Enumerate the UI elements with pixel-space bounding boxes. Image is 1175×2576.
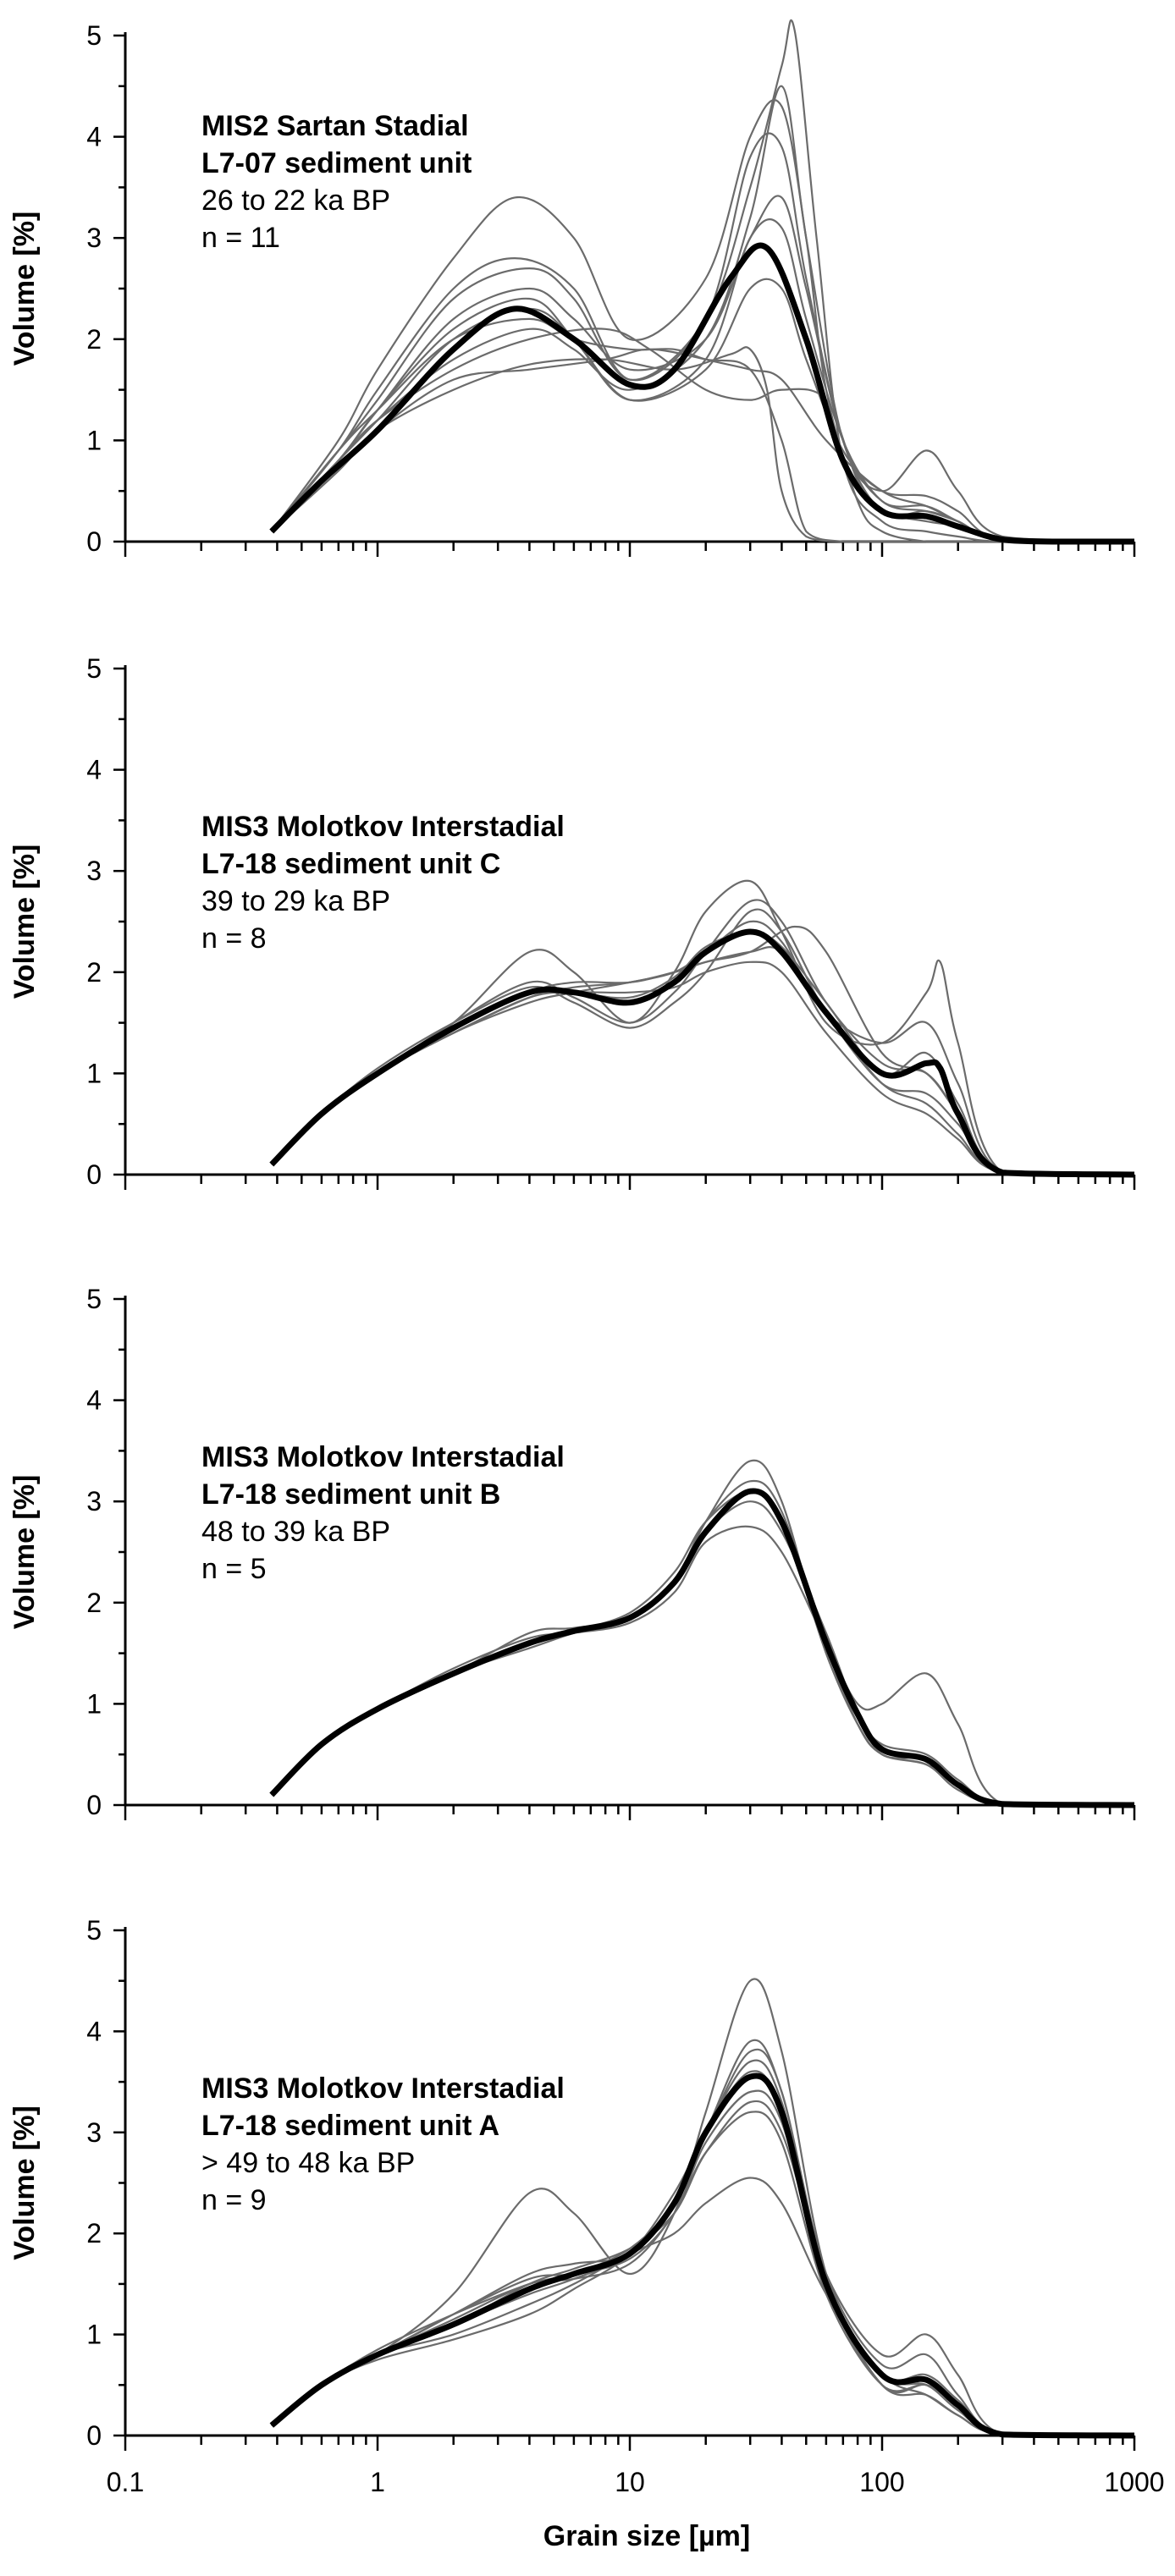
y-axis-label: Volume [%] [8, 212, 41, 366]
y-tick-label: 5 [86, 1284, 102, 1314]
sample-curve-3 [271, 1479, 1135, 1807]
x-tick-label: 1 [370, 2467, 385, 2497]
sample-curve-5 [271, 2048, 1135, 2437]
sample-curve-5 [271, 346, 1134, 543]
panel-title: MIS3 Molotkov Interstadial [201, 1441, 565, 1473]
mean-curve [269, 1488, 1135, 1808]
sample-curve-7 [271, 899, 1135, 1176]
panel-annotation: n = 9 [201, 2184, 267, 2216]
x-tick-label: 0.1 [107, 2467, 144, 2497]
panel-subtitle: L7-18 sediment unit A [201, 2110, 499, 2142]
y-tick-label: 2 [86, 2218, 102, 2248]
panel-title: MIS2 Sartan Stadial [201, 110, 469, 142]
panel-2: 0 1 2 3 4 5 Volume [%] MIS3 Molotkov Interstadi… [8, 653, 1136, 1190]
sample-curve-4 [271, 2177, 1135, 2437]
y-tick-label: 2 [86, 957, 102, 988]
y-tick-label: 5 [86, 1915, 102, 1946]
y-tick-label: 3 [86, 1486, 102, 1516]
y-tick-label: 0 [86, 2420, 102, 2451]
panel-annotation: 26 to 22 ka BP [201, 184, 390, 217]
y-tick-label: 4 [86, 755, 102, 785]
sample-curve-1 [271, 1459, 1135, 1807]
x-tick-label: 1000 [1104, 2467, 1164, 2497]
panel-title: MIS3 Molotkov Interstadial [201, 2072, 565, 2105]
y-tick-label: 1 [86, 2320, 102, 2350]
y-tick-label: 3 [86, 856, 102, 886]
mean-curve [269, 928, 1135, 1178]
sample-curve-9 [271, 278, 1135, 543]
y-tick-label: 1 [86, 425, 102, 455]
y-tick-label: 5 [86, 653, 102, 684]
panel-annotation: 48 to 39 ka BP [201, 1516, 390, 1548]
sample-curve-4 [271, 908, 1135, 1176]
y-tick-label: 2 [86, 324, 102, 355]
y-tick-label: 0 [86, 1790, 102, 1820]
x-tick-label: 10 [615, 2467, 645, 2497]
sample-curve-3 [271, 925, 1135, 1176]
sample-curve-7 [271, 328, 1135, 543]
sample-curve-6 [270, 317, 1135, 543]
panel-1: 0 1 2 3 4 5 Volume [%] MIS2 Sartan Stadial L7-07… [8, 19, 1136, 557]
panel-annotation: n = 11 [201, 222, 280, 254]
sample-curve-6 [271, 2089, 1135, 2437]
panel-annotation: n = 8 [201, 922, 267, 955]
panel-4: 0 1 2 3 4 5 0.1 1 10 100 1000 Volume [%] Grain size … [8, 1915, 1165, 2552]
sample-curve-10 [270, 132, 1135, 543]
y-tick-label: 3 [86, 223, 102, 253]
sample-curve-1 [271, 879, 1135, 1176]
panel-title: MIS3 Molotkov Interstadial [201, 811, 565, 843]
panel-subtitle: L7-18 sediment unit B [201, 1478, 500, 1511]
y-tick-label: 1 [86, 1058, 102, 1088]
panel-annotation: n = 5 [201, 1553, 267, 1585]
y-tick-label: 2 [86, 1588, 102, 1618]
sample-curve-6 [271, 960, 1135, 1176]
panel-3: 0 1 2 3 4 5 Volume [%] MIS3 Molotkov Interstadi… [8, 1284, 1136, 1820]
sample-curve-1 [271, 1978, 1135, 2437]
y-tick-label: 1 [86, 1688, 102, 1719]
y-tick-label: 4 [86, 2016, 102, 2046]
x-axis-label: Grain size [µm] [543, 2520, 750, 2552]
y-axis-label: Volume [%] [8, 1475, 41, 1630]
panel-annotation: > 49 to 48 ka BP [201, 2147, 415, 2179]
y-tick-label: 4 [86, 122, 102, 152]
x-tick-label: 100 [859, 2467, 904, 2497]
y-axis-label: Volume [%] [8, 845, 41, 999]
y-tick-label: 0 [86, 526, 102, 557]
y-tick-label: 4 [86, 1385, 102, 1416]
mean-curve [269, 2072, 1135, 2439]
y-tick-label: 0 [86, 1159, 102, 1190]
mean-curve [269, 242, 1134, 545]
y-axis-label: Volume [%] [8, 2105, 41, 2260]
sample-curve-2 [271, 920, 1135, 1176]
y-tick-label: 3 [86, 2117, 102, 2148]
sample-curve-2 [270, 19, 1134, 543]
sample-curve-3 [271, 85, 1135, 543]
sample-curve-8 [271, 195, 1135, 543]
y-tick-label: 5 [86, 20, 102, 51]
panel-annotation: 39 to 29 ka BP [201, 885, 390, 917]
sample-curve-4 [271, 1500, 1135, 1807]
panel-subtitle: L7-07 sediment unit [201, 147, 472, 179]
panel-subtitle: L7-18 sediment unit C [201, 848, 500, 880]
sample-curve-2 [271, 1525, 1135, 1807]
